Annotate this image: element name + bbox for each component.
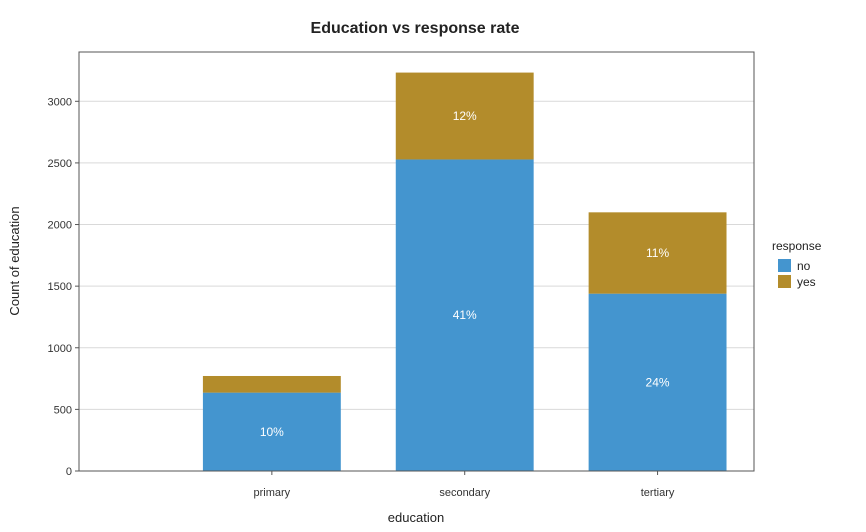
x-axis: primary secondary tertiary bbox=[254, 471, 675, 499]
data-label-tertiary-no: 24% bbox=[646, 375, 670, 389]
y-tick-label: 2500 bbox=[48, 158, 72, 170]
bar-secondary-no bbox=[395, 159, 534, 471]
x-tick-label-primary: primary bbox=[254, 487, 291, 499]
bar-primary-yes bbox=[202, 375, 341, 393]
legend-swatch-yes bbox=[778, 275, 791, 288]
legend-label-yes: yes bbox=[797, 275, 816, 289]
y-tick-label: 0 bbox=[66, 466, 72, 478]
legend: response no yes bbox=[772, 239, 822, 289]
data-label-primary-no: 10% bbox=[260, 425, 284, 439]
bar-tertiary-yes bbox=[588, 212, 727, 294]
y-tick-label: 500 bbox=[54, 404, 72, 416]
legend-swatch-no bbox=[778, 259, 791, 272]
y-axis: 0 500 1000 1500 2000 2500 3000 bbox=[48, 96, 79, 478]
x-tick-label-secondary: secondary bbox=[439, 487, 490, 499]
bar-tertiary-no bbox=[588, 293, 727, 471]
plot-area: 10% 41% 12% 24% 11% bbox=[78, 51, 755, 472]
y-tick-label: 1500 bbox=[48, 281, 72, 293]
data-label-secondary-yes: 12% bbox=[453, 109, 477, 123]
legend-title: response bbox=[772, 239, 822, 253]
x-axis-title: education bbox=[388, 510, 444, 525]
plot-border bbox=[78, 51, 755, 472]
data-label-secondary-no: 41% bbox=[453, 308, 477, 322]
bar-primary-no bbox=[202, 392, 341, 471]
y-tick-label: 2000 bbox=[48, 220, 72, 232]
data-labels: 10% 41% 12% 24% 11% bbox=[260, 109, 670, 439]
y-tick-label: 1000 bbox=[48, 343, 72, 355]
data-label-tertiary-yes: 11% bbox=[646, 246, 669, 260]
legend-label-no: no bbox=[797, 259, 811, 273]
y-tick-label: 3000 bbox=[48, 96, 72, 108]
bar-secondary-yes bbox=[395, 72, 534, 160]
chart-title: Education vs response rate bbox=[311, 20, 520, 37]
y-axis-title: Count of education bbox=[7, 206, 22, 315]
x-tick-label-tertiary: tertiary bbox=[641, 487, 675, 499]
bars bbox=[202, 72, 727, 471]
